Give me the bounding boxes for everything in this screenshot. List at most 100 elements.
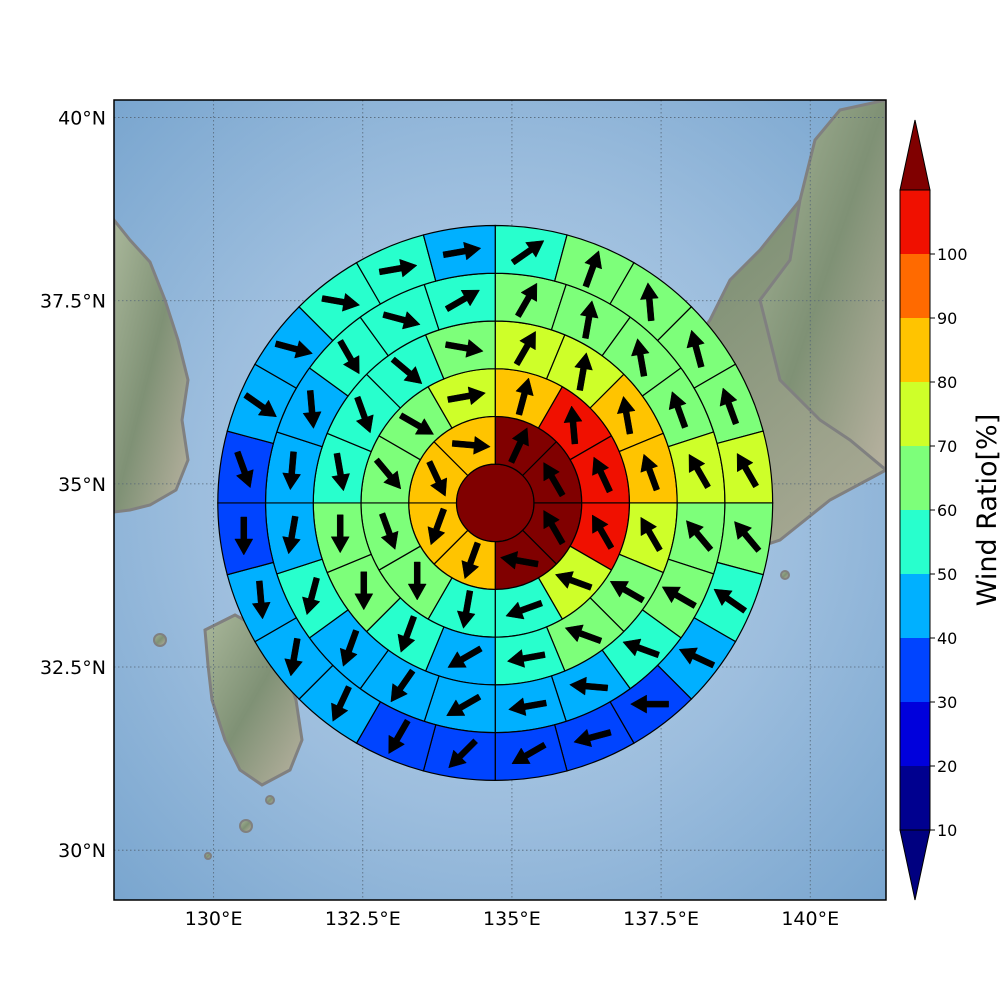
colorbar-tick-label: 30 — [937, 693, 957, 712]
colorbar-bin — [900, 638, 930, 702]
wind-arrow — [639, 282, 659, 322]
wind-arrow — [543, 509, 566, 546]
colorbar-tick-label: 100 — [937, 245, 968, 264]
wind-arrow — [444, 289, 480, 313]
wind-arrow — [640, 516, 663, 553]
wind-arrow — [514, 282, 538, 318]
land-island — [239, 819, 253, 833]
wind-arrow — [513, 330, 536, 367]
wind-ratio-sectors — [217, 224, 774, 781]
lat-label: 32.5°N — [40, 657, 106, 679]
colorbar-tick-label: 50 — [937, 565, 957, 584]
wind-arrow — [373, 457, 402, 490]
lat-label: 37.5°N — [40, 291, 106, 313]
latitude-labels: 40°N 37.5°N 35°N 32.5°N 30°N — [40, 108, 106, 863]
wind-arrow — [234, 516, 254, 556]
land-island — [153, 633, 167, 647]
wind-arrow — [622, 638, 660, 659]
wind-arrow — [331, 452, 350, 492]
wind-arrow — [554, 571, 593, 591]
land-island — [780, 570, 790, 580]
wind-arrow — [609, 581, 645, 604]
wind-arrow — [426, 460, 448, 497]
colorbar-ticks: 10 20 30 40 50 60 70 80 90 100 — [930, 245, 968, 840]
lat-label: 35°N — [58, 474, 106, 496]
wind-arrow — [284, 637, 303, 677]
wind-arrow — [543, 462, 566, 498]
colorbar: 10 20 30 40 50 60 70 80 90 100 Wind Ratio[%] — [899, 119, 1000, 901]
wind-arrow — [354, 395, 374, 434]
wind-arrow — [451, 435, 491, 455]
wind-arrow — [510, 240, 545, 266]
wind-direction-arrows — [234, 240, 762, 769]
wind-arrow — [251, 580, 271, 620]
colorbar-tick-label: 20 — [937, 757, 957, 776]
wind-arrow — [719, 387, 740, 426]
lat-label: 40°N — [58, 108, 106, 130]
wind-arrow — [302, 390, 322, 429]
wind-arrow — [378, 258, 418, 278]
colorbar-bin — [900, 254, 930, 318]
wind-arrow — [330, 514, 350, 554]
wind-arrow — [508, 697, 547, 716]
wind-arrow — [686, 329, 705, 369]
wind-arrow — [427, 507, 448, 546]
colorbar-tick-label: 40 — [937, 629, 957, 648]
colorbar-extend-high — [899, 119, 931, 191]
wind-arrow — [447, 645, 483, 668]
lon-label: 140°E — [781, 908, 839, 930]
longitude-labels: 130°E 132.5°E 135°E 137.5°E 140°E — [185, 908, 839, 930]
wind-arrow — [407, 561, 427, 601]
wind-arrow — [668, 391, 689, 429]
wind-arrow — [499, 551, 539, 570]
colorbar-label: Wind Ratio[%] — [972, 414, 1000, 606]
colorbar-bin — [900, 318, 930, 382]
colorbar-bin — [900, 446, 930, 510]
wind-arrow — [282, 515, 301, 555]
wind-arrow — [382, 311, 421, 330]
wind-arrow — [302, 576, 321, 616]
wind-arrow — [579, 300, 599, 340]
colorbar-tick-label: 80 — [937, 373, 957, 392]
colorbar-bin — [900, 510, 930, 574]
wind-arrow — [448, 738, 479, 769]
wind-arrow — [569, 676, 609, 696]
wind-arrow — [685, 520, 714, 552]
wind-arrow — [398, 412, 435, 435]
map-frame — [113, 99, 887, 901]
wind-arrow — [234, 450, 254, 489]
wind-arrow — [630, 694, 669, 714]
wind-arrow — [511, 741, 547, 765]
wind-arrow — [734, 521, 762, 553]
colorbar-bin — [900, 382, 930, 446]
land-island — [204, 852, 212, 860]
wind-arrow — [282, 451, 302, 491]
colorbar-bin — [900, 766, 930, 830]
lon-label: 132.5°E — [325, 908, 401, 930]
wind-arrow — [713, 588, 748, 614]
wind-arrow — [505, 599, 544, 620]
lon-label: 130°E — [185, 908, 243, 930]
wind-arrow — [337, 339, 360, 375]
wind-arrow — [592, 456, 613, 494]
wind-arrow — [243, 392, 277, 418]
land-honshu-north — [758, 100, 886, 472]
wind-arrow — [736, 452, 760, 489]
wind-arrow — [354, 571, 374, 611]
wind-arrow — [390, 668, 416, 703]
colorbar-tick-label: 60 — [937, 501, 957, 520]
lat-label: 30°N — [58, 840, 106, 862]
wind-arrow — [574, 352, 593, 391]
land-korea — [114, 217, 190, 514]
colorbar-bin — [900, 190, 930, 254]
colorbar-tick-label: 90 — [937, 309, 957, 328]
wind-arrow — [582, 250, 603, 288]
colorbar-bin — [900, 702, 930, 766]
wind-arrow — [388, 718, 411, 755]
wind-arrow — [442, 241, 482, 261]
lon-label: 135°E — [483, 908, 541, 930]
wind-arrow — [331, 685, 352, 722]
lon-label: 137.5°E — [623, 908, 699, 930]
wind-arrow — [456, 590, 476, 629]
wind-arrow — [321, 292, 361, 312]
